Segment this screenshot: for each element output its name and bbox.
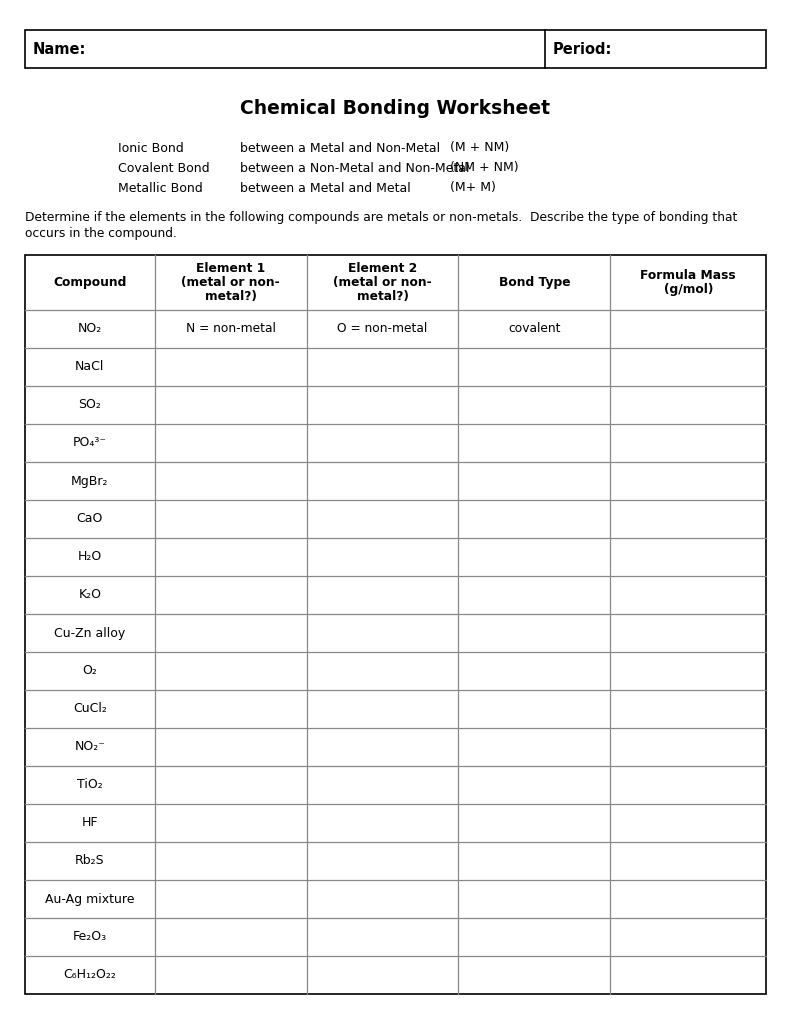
Text: Formula Mass: Formula Mass [641, 269, 736, 282]
Bar [25, 30, 766, 68]
Text: HF: HF [81, 816, 98, 829]
Text: Au-Ag mixture: Au-Ag mixture [45, 893, 134, 905]
Text: Ionic Bond: Ionic Bond [118, 141, 184, 155]
Text: NO₂⁻: NO₂⁻ [74, 740, 105, 754]
Text: CuCl₂: CuCl₂ [73, 702, 107, 716]
Text: MgBr₂: MgBr₂ [71, 474, 108, 487]
Text: (metal or non-: (metal or non- [181, 276, 280, 289]
Text: (M + NM): (M + NM) [450, 141, 509, 155]
Text: TiO₂: TiO₂ [77, 778, 103, 792]
Text: H₂O: H₂O [78, 551, 102, 563]
Text: K₂O: K₂O [78, 589, 101, 601]
Text: O = non-metal: O = non-metal [338, 323, 428, 336]
Text: (g/mol): (g/mol) [664, 283, 713, 296]
Text: metal?): metal?) [205, 290, 256, 303]
Text: Metallic Bond: Metallic Bond [118, 181, 202, 195]
Text: Element 1: Element 1 [196, 262, 265, 275]
Text: between a Non-Metal and Non-Metal: between a Non-Metal and Non-Metal [240, 162, 470, 174]
Text: (metal or non-: (metal or non- [333, 276, 432, 289]
Text: N = non-metal: N = non-metal [186, 323, 275, 336]
Text: Fe₂O₃: Fe₂O₃ [73, 931, 107, 943]
Text: covalent: covalent [508, 323, 561, 336]
Text: (NM + NM): (NM + NM) [450, 162, 519, 174]
Text: between a Metal and Non-Metal: between a Metal and Non-Metal [240, 141, 440, 155]
Text: (M+ M): (M+ M) [450, 181, 496, 195]
Text: Bond Type: Bond Type [498, 276, 570, 289]
Text: Chemical Bonding Worksheet: Chemical Bonding Worksheet [240, 98, 551, 118]
Text: PO₄³⁻: PO₄³⁻ [73, 436, 107, 450]
Text: Element 2: Element 2 [348, 262, 417, 275]
Text: C₆H₁₂O₂₂: C₆H₁₂O₂₂ [63, 969, 116, 981]
Text: NaCl: NaCl [75, 360, 104, 374]
Text: SO₂: SO₂ [78, 398, 101, 412]
Text: Compound: Compound [53, 276, 127, 289]
Text: O₂: O₂ [82, 665, 97, 678]
Text: Determine if the elements in the following compounds are metals or non-metals.  : Determine if the elements in the followi… [25, 211, 737, 223]
Text: between a Metal and Metal: between a Metal and Metal [240, 181, 411, 195]
Text: Covalent Bond: Covalent Bond [118, 162, 210, 174]
Text: CaO: CaO [77, 512, 103, 525]
Text: Rb₂S: Rb₂S [75, 854, 104, 867]
Text: Cu-Zn alloy: Cu-Zn alloy [55, 627, 126, 640]
Text: Period:: Period: [553, 42, 612, 56]
Text: metal?): metal?) [357, 290, 408, 303]
Text: NO₂: NO₂ [78, 323, 102, 336]
Text: occurs in the compound.: occurs in the compound. [25, 227, 177, 241]
Text: Name:: Name: [33, 42, 86, 56]
Bar [25, 255, 766, 994]
